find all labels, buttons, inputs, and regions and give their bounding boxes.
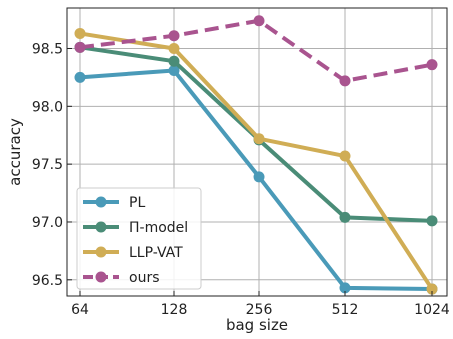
data-point: [426, 59, 438, 71]
x-tick-label: 64: [71, 302, 89, 318]
x-tick-label: 256: [246, 302, 273, 318]
data-point: [339, 150, 351, 162]
data-point: [426, 215, 438, 227]
data-point: [168, 42, 180, 54]
data-point: [253, 133, 265, 145]
legend-swatch-marker: [95, 221, 107, 233]
x-tick-label: 1024: [414, 302, 450, 318]
series-layer: [74, 15, 438, 295]
y-tick-label: 98.0: [32, 99, 63, 115]
legend-label: Π-model: [129, 220, 188, 236]
legend-label: ours: [129, 270, 160, 286]
plot-frame: [66, 7, 448, 297]
legend-swatch-marker: [95, 271, 107, 283]
y-tick-label: 96.5: [32, 273, 63, 289]
data-point: [253, 171, 265, 183]
data-point: [74, 41, 86, 53]
data-point: [339, 282, 351, 294]
data-point: [426, 283, 438, 295]
data-point: [74, 71, 86, 83]
y-axis-label: accuracy: [6, 118, 24, 186]
data-point: [253, 15, 265, 27]
legend-label: PL: [129, 195, 145, 211]
legend-box: [76, 187, 202, 290]
data-point: [74, 27, 86, 39]
data-point: [168, 30, 180, 42]
data-point: [168, 64, 180, 76]
y-tick-label: 97.5: [32, 157, 63, 173]
x-axis-label: bag size: [226, 316, 288, 334]
legend-swatch-marker: [95, 196, 107, 208]
data-point: [168, 55, 180, 67]
legend: PL Π-model LLP-VAT ours: [76, 187, 202, 290]
x-tick-label: 512: [332, 302, 359, 318]
y-tick-label: 98.5: [32, 41, 63, 57]
x-tick-label: 128: [161, 302, 188, 318]
y-tick-label: 97.0: [32, 215, 63, 231]
legend-label: LLP-VAT: [129, 245, 183, 261]
data-point: [339, 211, 351, 223]
legend-swatch-marker: [95, 246, 107, 258]
data-point: [339, 75, 351, 87]
tick-layer: 64 128 256 512 1024 96.5 97.0 97.5 98.0 98.5: [32, 41, 450, 318]
